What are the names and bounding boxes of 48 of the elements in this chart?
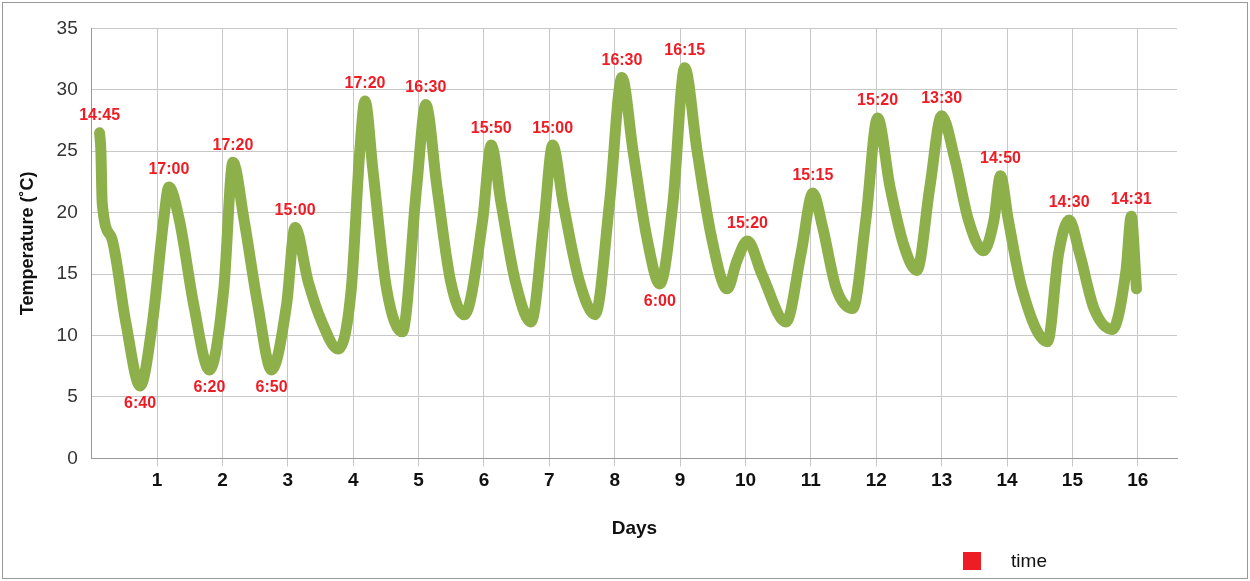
annotation: 15:15	[792, 166, 834, 184]
annotation: 14:50	[980, 149, 1022, 167]
y-axis-title: Temperature (˚C)	[16, 171, 37, 316]
x-tick-label: 2	[217, 469, 228, 491]
annotation: 17:00	[148, 160, 190, 178]
x-tick-label: 4	[347, 469, 359, 491]
annotation: 17:20	[344, 74, 386, 92]
x-tick-label: 12	[865, 469, 887, 491]
x-tick-label: 6	[478, 469, 490, 491]
annotation: 6:50	[255, 378, 288, 396]
annotation: 16:30	[601, 50, 643, 68]
y-tick-label: 25	[56, 139, 78, 161]
annotation: 13:30	[921, 89, 963, 107]
y-tick-label: 30	[56, 78, 78, 100]
x-tick-label: 9	[674, 469, 686, 491]
annotation: 14:30	[1048, 193, 1090, 211]
annotation: 17:20	[212, 135, 254, 153]
y-tick-label: 20	[56, 200, 78, 222]
annotation: 6:00	[643, 292, 676, 310]
x-tick-label: 3	[282, 469, 294, 491]
x-tick-label: 11	[800, 469, 822, 491]
annotation: 14:31	[1110, 189, 1152, 207]
y-tick-label: 35	[56, 16, 78, 38]
x-tick-label: 16	[1127, 469, 1149, 491]
annotation: 6:20	[193, 378, 226, 396]
annotation: 15:20	[727, 214, 769, 232]
annotation: 14:45	[79, 106, 121, 124]
x-tick-label: 1	[151, 469, 163, 491]
annotation: 15:00	[532, 118, 574, 136]
x-tick-label: 8	[609, 469, 621, 491]
y-tick-label: 5	[67, 385, 78, 407]
x-axis-title: Days	[611, 516, 658, 538]
annotation: 6:40	[124, 394, 157, 412]
annotation: 15:50	[470, 118, 512, 136]
x-tick-label: 13	[931, 469, 953, 491]
x-tick-label: 10	[734, 469, 757, 491]
x-tick-label: 5	[413, 469, 425, 491]
y-tick-label: 0	[67, 446, 78, 468]
y-tick-label: 15	[56, 262, 78, 284]
annotation: 16:30	[405, 77, 447, 95]
x-tick-label: 7	[544, 469, 555, 491]
text: time	[1011, 550, 1047, 572]
y-tick-label: 10	[56, 323, 78, 345]
annotation: 15:00	[274, 200, 316, 218]
annotation: 15:20	[857, 91, 899, 109]
annotation: 16:15	[664, 41, 706, 59]
x-tick-label: 15	[1061, 469, 1084, 491]
x-tick-label: 14	[996, 469, 1019, 491]
